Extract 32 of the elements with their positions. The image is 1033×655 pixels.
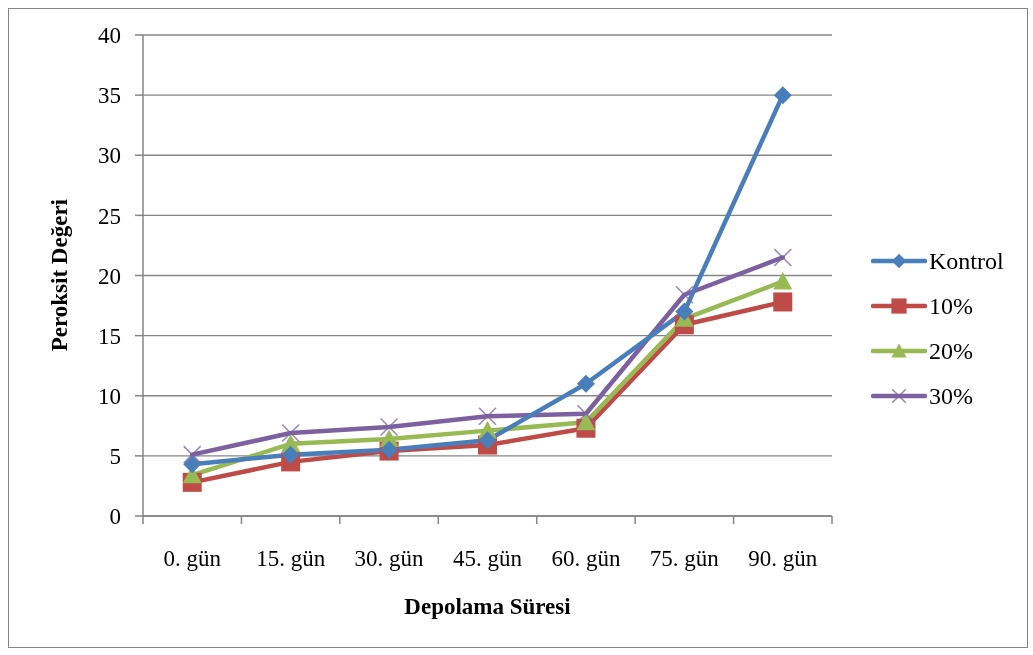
- x-tick-label: 30. gün: [354, 546, 425, 572]
- y-axis-title: Peroksit Değeri: [47, 199, 73, 352]
- point: [773, 86, 792, 105]
- x-tick-label: 60. gün: [551, 546, 621, 572]
- x-tick-label: 15. gün: [256, 546, 326, 572]
- y-tick-label: 30: [98, 143, 121, 169]
- point: [773, 272, 793, 290]
- y-tick-label: 15: [98, 323, 121, 349]
- legend-label: 10%: [929, 291, 973, 320]
- y-tick-label: 10: [98, 383, 121, 409]
- point: [675, 302, 694, 321]
- y-tick-label: 25: [98, 203, 121, 229]
- point: [576, 412, 596, 431]
- y-tick-label: 40: [98, 23, 121, 49]
- x-tick-label: 0. gün: [163, 546, 222, 572]
- legend-label: 20%: [929, 336, 973, 365]
- y-tick-label: 0: [109, 504, 121, 530]
- y-tick-label: 35: [98, 83, 121, 109]
- x-tick-label: 75. gün: [649, 546, 720, 572]
- chart-frame: 0. gün 15. gün 30. gün 45. gün 60. gün 75. gün 90. gün 0 5 10 15 20 25 30 35 40 Depolama Süresi Peroksit Değeri Kontrol 10% 20% 30%: [8, 8, 1028, 648]
- legend-label: Kontrol: [929, 246, 1004, 275]
- x-tick-label: 90. gün: [748, 546, 818, 572]
- x-axis-title: Depolama Süresi: [404, 594, 571, 620]
- x-tick-label: 45. gün: [453, 546, 523, 572]
- y-tick-label: 20: [98, 263, 121, 289]
- point: [773, 292, 793, 312]
- point: [478, 431, 497, 450]
- point: [576, 374, 595, 393]
- y-tick-label: 5: [109, 444, 121, 470]
- point: [281, 445, 300, 464]
- point: [183, 455, 202, 474]
- legend-label: 30%: [929, 381, 973, 410]
